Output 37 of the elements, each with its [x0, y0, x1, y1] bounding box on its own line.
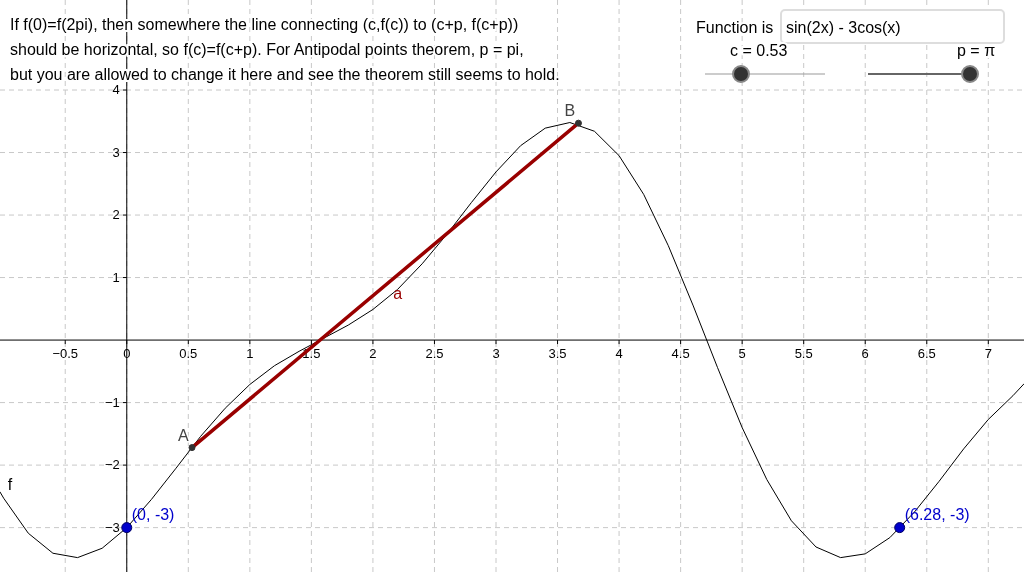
text-field: sin(2x) - 3cos(x): [780, 9, 1005, 44]
y-tick-label: −2: [104, 457, 120, 473]
point: [894, 522, 906, 534]
x-tick-label: 7: [984, 346, 992, 362]
x-tick-label: 4.5: [671, 346, 690, 362]
x-tick-label: 2: [369, 346, 377, 362]
x-tick-label: 6: [861, 346, 869, 362]
x-tick-label: 3: [492, 346, 500, 362]
series-label: B: [564, 102, 576, 120]
y-tick-label: 1: [112, 269, 120, 285]
x-tick-label: 0.5: [179, 346, 198, 362]
annotation: sin(2x) - 3cos(x): [786, 19, 901, 36]
series-label: a: [393, 285, 403, 303]
point: [121, 522, 133, 534]
x-tick-label: 3.5: [548, 346, 567, 362]
series-label: f: [7, 476, 13, 494]
x-tick-label: 5: [738, 346, 746, 362]
x-tick-label: 1: [246, 346, 254, 362]
annotation: c = 0.53: [730, 42, 788, 59]
y-tick-label: 3: [112, 144, 120, 160]
x-tick-label: 4: [615, 346, 623, 362]
x-tick-label: 2.5: [425, 346, 444, 362]
x-tick-label: 5.5: [794, 346, 813, 362]
y-tick-label: 4: [112, 82, 120, 98]
y-tick-label: 2: [112, 207, 120, 223]
line-series: [0, 122, 1024, 559]
annotation: p = π: [957, 42, 996, 59]
y-tick-label: −1: [104, 394, 120, 410]
series-label: A: [178, 426, 189, 444]
x-tick-label: 6.5: [917, 346, 936, 362]
point: [188, 444, 196, 452]
y-tick-label: −3: [104, 519, 120, 535]
annotation: Function is: [696, 19, 774, 36]
data-label: (0, -3): [131, 505, 175, 523]
x-tick-label: −0.5: [52, 346, 79, 362]
data-label: (6.28, -3): [904, 505, 970, 523]
point: [574, 119, 582, 127]
